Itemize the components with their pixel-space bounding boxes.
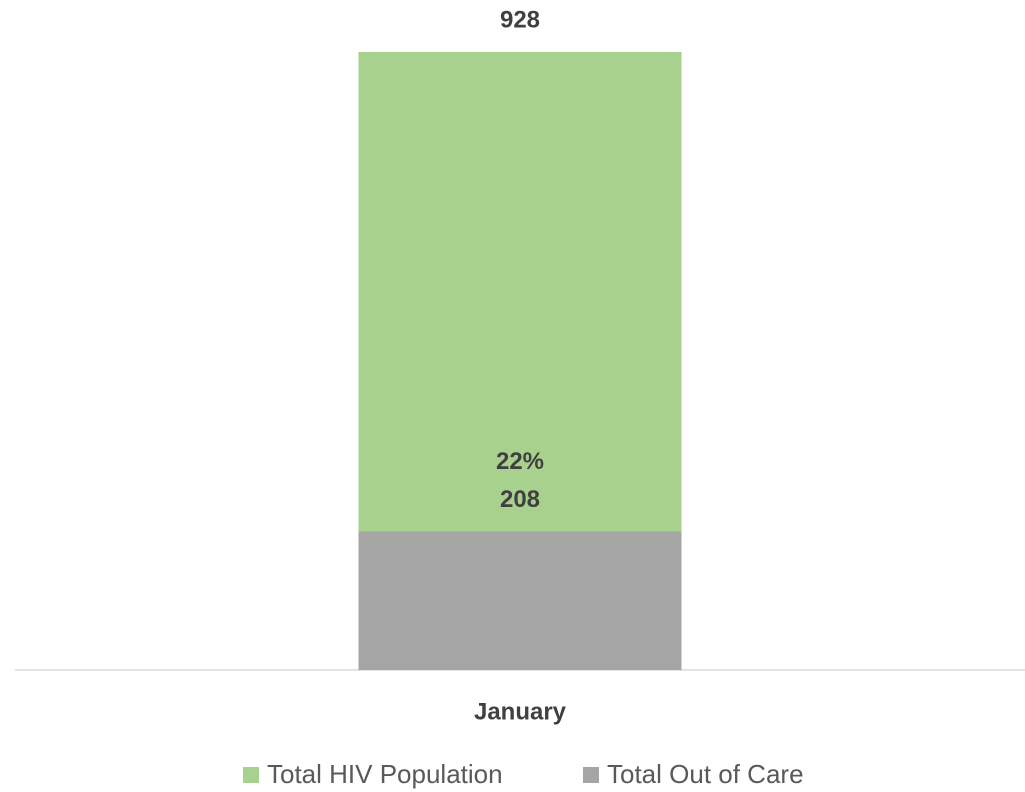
- data-label: 928: [500, 6, 540, 33]
- share-label: 22%: [496, 448, 544, 475]
- legend-swatch: [243, 767, 259, 783]
- legend-swatch: [583, 767, 599, 783]
- bar: [358, 531, 682, 670]
- data-label: 208: [500, 486, 540, 513]
- x-tick-label: January: [474, 698, 567, 725]
- legend-label: Total Out of Care: [607, 759, 804, 789]
- legend-label: Total HIV Population: [267, 759, 503, 789]
